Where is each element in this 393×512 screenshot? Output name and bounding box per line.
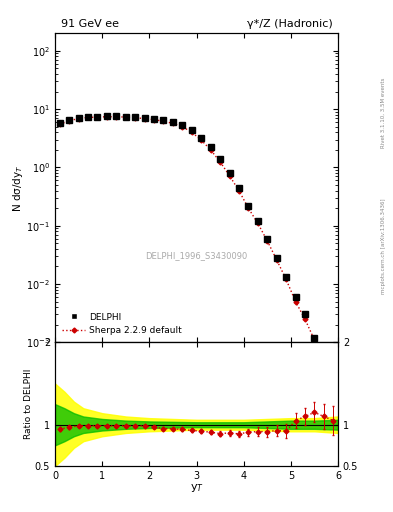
X-axis label: y$_T$: y$_T$ (189, 482, 204, 494)
Y-axis label: Ratio to DELPHI: Ratio to DELPHI (24, 369, 33, 439)
Text: Rivet 3.1.10, 3.5M events: Rivet 3.1.10, 3.5M events (381, 77, 386, 148)
Text: γ*/Z (Hadronic): γ*/Z (Hadronic) (246, 18, 332, 29)
Text: DELPHI_1996_S3430090: DELPHI_1996_S3430090 (145, 251, 248, 260)
Y-axis label: N dσ/dy$_T$: N dσ/dy$_T$ (11, 164, 25, 211)
Legend: DELPHI, Sherpa 2.2.9 default: DELPHI, Sherpa 2.2.9 default (59, 310, 185, 338)
Text: 91 GeV ee: 91 GeV ee (61, 18, 119, 29)
Text: mcplots.cern.ch [arXiv:1306.3436]: mcplots.cern.ch [arXiv:1306.3436] (381, 198, 386, 293)
